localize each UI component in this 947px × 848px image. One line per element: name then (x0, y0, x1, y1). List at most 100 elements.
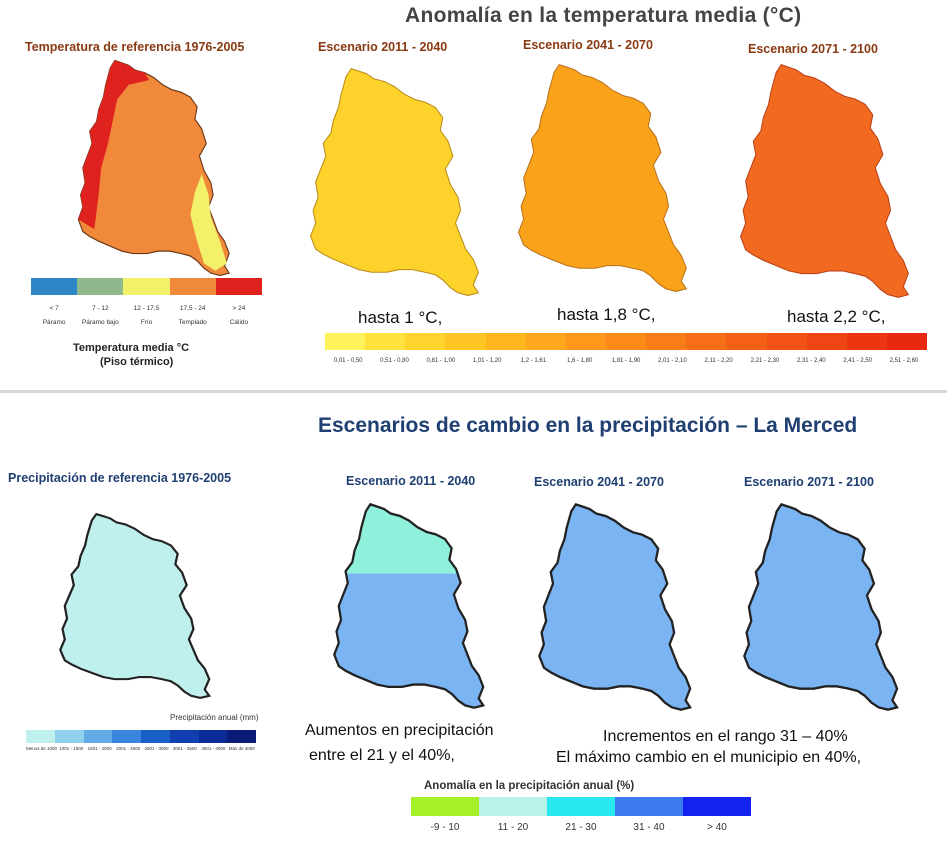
ref-legend-class: Frío (140, 319, 153, 326)
temperature-anomaly-label: 2,41 - 2,50 (843, 358, 872, 364)
ref-legend-swatch (169, 278, 216, 295)
precipitation-reference-swatch (26, 730, 55, 743)
precipitation-title: Escenarios de cambio en la precipitación… (318, 414, 858, 437)
temperature-anomaly-label: 1,2 - 1,61 (520, 358, 547, 364)
precipitation-anomaly-legend-title: Anomalía en la precipitación anual (%) (424, 780, 635, 792)
precipitation-reference-swatch (112, 730, 141, 743)
ref-legend-class: Páramo bajo (81, 319, 119, 326)
temperature-anomaly-swatch (325, 333, 366, 350)
precipitation-scenario-2-map (538, 503, 692, 711)
precipitation-anomaly-label: 21 - 30 (565, 822, 597, 833)
precipitation-reference-swatch (83, 730, 113, 743)
precipitation-anomaly-label: 11 - 20 (497, 822, 529, 833)
precipitation-reference-range: 1501 - 2000 (87, 746, 112, 751)
precipitation-scenario-3-title: Escenario 2071 - 2100 (744, 475, 874, 489)
ref-legend-class: Páramo (42, 319, 66, 326)
temperature-scenario-3-map (739, 63, 910, 299)
precipitation-scenario-1-map (333, 503, 485, 709)
temperature-reference-title: Temperatura de referencia 1976-2005 (25, 40, 245, 54)
temperature-anomaly-label: 2,01 - 2,10 (658, 358, 687, 364)
temperature-anomaly-legend-labels: 0,01 - 0,50 0,51 - 0,80 0,81 - 1,00 1,01 - … (325, 358, 927, 364)
temperature-scenario-2-title: Escenario 2041 - 2070 (523, 38, 653, 52)
ref-legend-swatch (215, 278, 263, 295)
precipitation-anomaly-label: -9 - 10 (430, 822, 460, 833)
temperature-title: Anomalía en la temperatura media (°C) (405, 4, 802, 27)
temperature-anomaly-swatch (605, 333, 647, 350)
ref-legend-swatch (77, 278, 124, 295)
precipitation-reference-map (59, 512, 211, 700)
ref-legend-range: 7 - 12 (91, 305, 109, 312)
temperature-anomaly-swatch (766, 333, 807, 350)
ref-legend-range: 17,5 - 24 (179, 305, 206, 312)
temperature-anomaly-swatch (485, 333, 526, 350)
precipitation-note-left-line1: Aumentos en precipitación (305, 722, 494, 739)
precipitation-anomaly-swatch (547, 797, 615, 816)
precipitation-reference-swatch (141, 730, 170, 743)
temperature-legend-subcaption: (Piso térmico) (100, 356, 174, 368)
temperature-anomaly-swatch (886, 333, 928, 350)
precipitation-anomaly-swatch (479, 797, 547, 816)
precipitation-legend-caption: Precipitación anual (mm) (170, 713, 259, 722)
ref-legend-class: Cálido (229, 319, 249, 326)
temperature-anomaly-swatch (565, 333, 606, 350)
temperature-scenario-3-title: Escenario 2071 - 2100 (748, 42, 878, 56)
precipitation-note-left-line2: entre el 21 y el 40%, (309, 747, 455, 764)
precipitation-reference-swatch (198, 730, 228, 743)
precipitation-note-right-line2: El máximo cambio en el municipio en 40%, (556, 749, 862, 766)
temperature-anomaly-swatch (405, 333, 446, 350)
precipitation-reference-swatch (54, 730, 84, 743)
temperature-anomaly-label: 0,51 - 0,80 (380, 358, 409, 364)
precipitation-scenario-2-title: Escenario 2041 - 2070 (534, 475, 664, 489)
temperature-anomaly-swatch (806, 333, 847, 350)
precipitation-reference-legend-labels: Menos de 1000 1001 - 1500 1501 - 2000 2001 … (26, 746, 256, 751)
temperature-anomaly-swatch (646, 333, 687, 350)
cold-zone-east (190, 174, 227, 271)
precipitation-note-right-line1: Incrementos en el rango 31 – 40% (603, 728, 848, 745)
temperature-scenario-1-title: Escenario 2011 - 2040 (318, 40, 448, 54)
temperature-anomaly-swatch (445, 333, 486, 350)
temperature-anomaly-label: 1,01 - 1,20 (472, 358, 502, 364)
temperature-scenario-2-note: hasta 1,8 °C, (557, 305, 656, 324)
temperature-anomaly-label: 2,11 - 2,20 (704, 358, 733, 364)
precipitation-reference-swatch (227, 730, 256, 743)
ref-legend-range: 12 - 17,5 (133, 305, 160, 312)
temperature-anomaly-label: 2,51 - 2,60 (889, 358, 919, 364)
precipitation-reference-range: Más de 4000 (228, 746, 255, 751)
temperature-reference-map (77, 59, 230, 277)
precipitation-reference-range: Menos de 1000 (26, 746, 58, 751)
precipitation-anomaly-legend-labels: -9 - 10 11 - 20 21 - 30 31 - 40 > 40 (411, 822, 751, 833)
temperature-anomaly-swatch (726, 333, 767, 350)
ref-legend-swatch (123, 278, 170, 295)
north-zone (334, 504, 484, 574)
temperature-anomaly-label: 2,21 - 2,30 (750, 358, 780, 364)
precipitation-anomaly-legend-bar (411, 797, 751, 816)
temperature-anomaly-swatch (525, 333, 566, 350)
temperature-anomaly-label: 0,01 - 0,50 (333, 358, 363, 364)
temperature-anomaly-swatch (365, 333, 406, 350)
temperature-anomaly-label: 0,81 - 1,00 (426, 358, 456, 364)
precipitation-reference-range: 3001 - 3500 (172, 746, 197, 751)
ref-legend-range: > 24 (232, 305, 246, 312)
temperature-reference-legend (31, 278, 263, 295)
ref-legend-range: < 7 (49, 305, 59, 312)
temperature-scenario-3-note: hasta 2,2 °C, (787, 307, 886, 326)
precipitation-reference-legend-bar (26, 730, 256, 743)
temperature-legend-caption: Temperatura media °C (73, 342, 190, 354)
temperature-scenario-1-map (309, 67, 480, 297)
precipitation-anomaly-label: 31 - 40 (633, 822, 665, 833)
temperature-anomaly-swatch (686, 333, 727, 350)
temperature-scenario-2-map (517, 63, 688, 293)
ref-legend-class: Templado (178, 319, 207, 326)
ref-legend-swatch (31, 278, 78, 295)
section-divider (0, 390, 947, 393)
temperature-scenario-1-note: hasta 1 °C, (358, 308, 443, 327)
temperature-anomaly-label: 1,6 - 1,80 (567, 358, 593, 364)
precipitation-reference-range: 3501 - 4000 (201, 746, 226, 751)
precipitation-reference-title: Precipitación de referencia 1976-2005 (8, 471, 232, 485)
temperature-reference-legend-classes: Páramo Páramo bajo Frío Templado Cálido (31, 319, 262, 326)
temperature-reference-legend-ranges: < 7 7 - 12 12 - 17,5 17,5 - 24 > 24 (31, 305, 262, 312)
precipitation-scenario-3-map (743, 503, 899, 711)
precipitation-reference-swatch (169, 730, 199, 743)
temperature-anomaly-label: 1,81 - 1,90 (611, 358, 641, 364)
precipitation-anomaly-swatch (411, 797, 479, 816)
